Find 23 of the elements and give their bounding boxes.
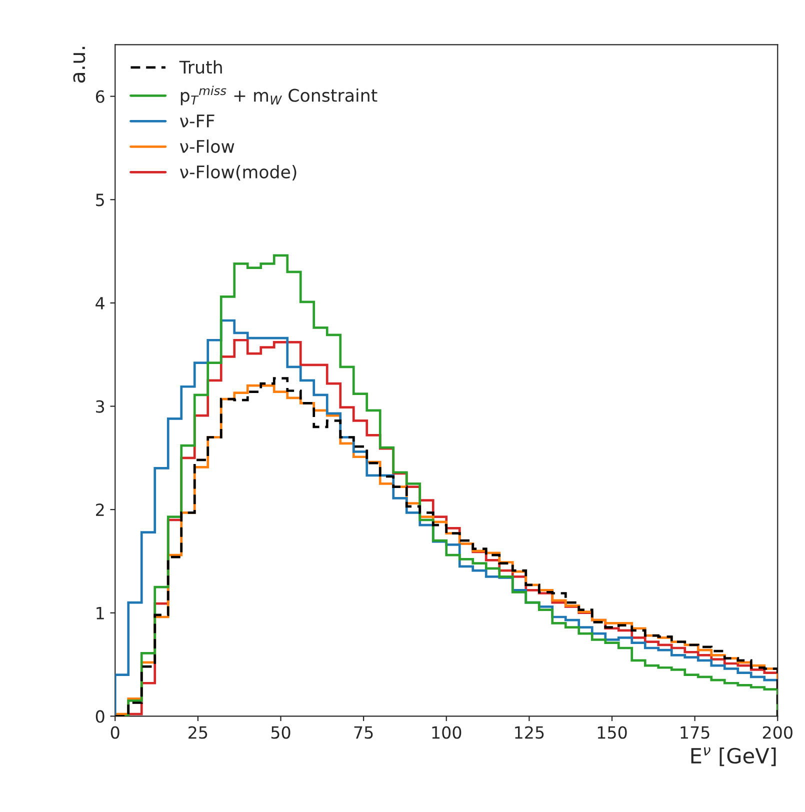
x-tick-label: 0 xyxy=(110,726,120,739)
y-axis-title: a.u. xyxy=(73,46,86,83)
x-tick-label: 200 xyxy=(762,726,792,739)
y-tick-label: 3 xyxy=(96,400,104,413)
y-tick-label: 2 xyxy=(96,504,104,516)
y-tick-label: 6 xyxy=(96,90,104,103)
y-tick-label: 0 xyxy=(96,710,104,723)
x-tick-label: 50 xyxy=(271,726,290,739)
x-tick-label: 150 xyxy=(598,726,627,739)
y-tick-label: 5 xyxy=(96,194,104,206)
x-tick-label: 75 xyxy=(354,726,373,739)
legend-label: Truth xyxy=(179,60,222,74)
x-tick-label: 100 xyxy=(432,726,462,739)
y-tick-label: 1 xyxy=(96,607,104,620)
legend-label: ν-Flow(mode) xyxy=(180,165,296,181)
x-axis-title: E$^{ν}$ [GeV] xyxy=(691,747,776,766)
legend-label: p$_{T}$$^{miss}$ + m$_{W}$ Constraint xyxy=(180,86,378,106)
y-tick-label: 4 xyxy=(96,297,104,310)
x-tick-label: 25 xyxy=(188,726,208,739)
x-tick-label: 175 xyxy=(680,726,710,739)
x-tick-label: 125 xyxy=(515,726,544,739)
legend-label: ν-Flow xyxy=(180,140,234,153)
legend-label: ν-FF xyxy=(180,114,214,128)
